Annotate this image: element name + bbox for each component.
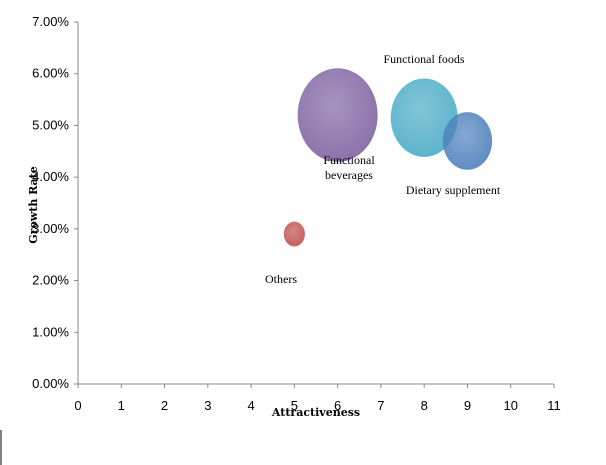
x-tick-label: 4 — [247, 398, 254, 413]
bubble-label: Functional foods — [384, 52, 465, 66]
y-tick-label: 2.00% — [32, 273, 69, 288]
bubble-functional-foods — [390, 78, 458, 157]
x-axis-title: Attractiveness — [271, 406, 360, 419]
x-tick-label: 6 — [334, 398, 341, 413]
y-tick-label: 1.00% — [32, 324, 69, 339]
x-tick-label: 9 — [464, 398, 471, 413]
x-tick-label: 7 — [377, 398, 384, 413]
x-tick-label: 5 — [291, 398, 298, 413]
y-tick-label: 0.00% — [32, 376, 69, 391]
y-tick-label: 4.00% — [32, 169, 69, 184]
x-tick-label: 1 — [118, 398, 125, 413]
bubbles — [283, 68, 493, 247]
bubble-dietary-supplement — [442, 112, 493, 170]
bubble-label: Dietary supplement — [406, 183, 501, 197]
bubble-label: beverages — [325, 168, 373, 182]
y-axis-title: Growth Rate — [27, 166, 40, 244]
x-tick-label: 11 — [547, 398, 561, 413]
y-tick-label: 7.00% — [32, 14, 69, 29]
x-tick-label: 0 — [74, 398, 81, 413]
y-tick-label: 5.00% — [32, 117, 69, 132]
x-tick-label: 8 — [421, 398, 428, 413]
x-tick-label: 3 — [204, 398, 211, 413]
bubble-functional-beverages — [297, 68, 378, 162]
x-tick-label: 10 — [503, 398, 517, 413]
bubble-label: Others — [265, 272, 297, 286]
x-tick-label: 2 — [161, 398, 168, 413]
axes: 0.00% 1.00% 2.00% 3.00% 4.00% 5.00% 6.00% 7.00%… — [27, 14, 561, 419]
y-tick-label: 3.00% — [32, 221, 69, 236]
bubble-label: Functional — [323, 153, 375, 167]
y-tick-label: 6.00% — [32, 66, 69, 81]
bubble-others — [283, 221, 305, 247]
